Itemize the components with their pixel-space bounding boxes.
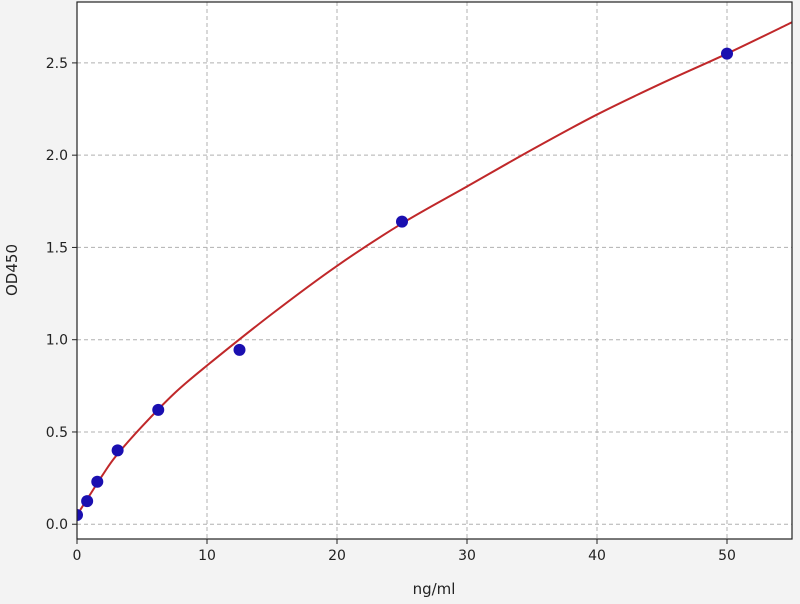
- y-tick-label: 0.5: [46, 425, 68, 441]
- data-point: [77, 509, 83, 522]
- x-tick-label: 40: [588, 548, 606, 564]
- data-point: [91, 475, 104, 488]
- grid: [76, 2, 792, 539]
- fit-curve: [77, 21, 792, 516]
- x-axis-ticks: 0 10 20 30 40 50: [73, 539, 736, 564]
- y-tick-label: 2.5: [46, 56, 68, 72]
- data-point: [152, 403, 165, 416]
- y-axis-ticks: 0.0 0.5 1.0 1.5 2.0 2.5: [46, 56, 77, 533]
- y-tick-label: 2.0: [46, 148, 68, 164]
- x-tick-label: 30: [458, 548, 476, 564]
- data-points: [77, 47, 733, 522]
- fit-curve-layer: [77, 21, 792, 516]
- data-point: [233, 343, 246, 356]
- y-axis-label: OD450: [3, 244, 21, 296]
- y-tick-label: 0.0: [46, 517, 68, 533]
- plot-area: [77, 2, 792, 539]
- data-point: [81, 495, 94, 508]
- data-point: [721, 47, 733, 60]
- data-point: [396, 215, 408, 228]
- data-point: [111, 444, 124, 457]
- x-tick-label: 0: [73, 548, 82, 564]
- x-tick-label: 50: [718, 548, 736, 564]
- y-tick-label: 1.5: [46, 240, 68, 256]
- x-tick-label: 20: [328, 548, 346, 564]
- x-tick-label: 10: [198, 548, 216, 564]
- plot-frame: [76, 1, 793, 540]
- x-axis-label: ng/ml: [413, 580, 456, 598]
- y-tick-label: 1.0: [46, 333, 68, 349]
